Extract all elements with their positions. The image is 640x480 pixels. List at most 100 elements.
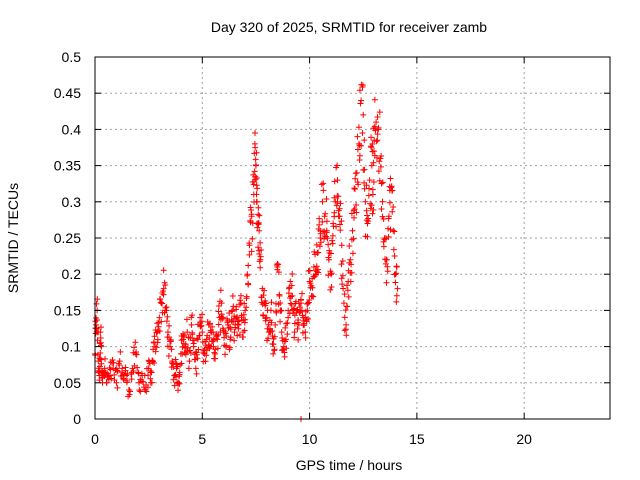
data-point — [252, 176, 259, 183]
data-point — [383, 279, 390, 286]
data-point — [240, 311, 247, 318]
data-point — [282, 336, 289, 343]
data-point — [148, 369, 155, 376]
data-point — [385, 225, 392, 232]
data-point — [210, 329, 217, 336]
x-tick-label: 15 — [409, 431, 425, 447]
x-tick-label: 10 — [302, 431, 318, 447]
data-point — [385, 233, 392, 240]
data-point — [302, 308, 309, 315]
data-point — [278, 307, 285, 314]
data-point — [231, 337, 238, 344]
data-point — [228, 308, 235, 315]
data-point — [271, 333, 278, 340]
data-point — [103, 379, 110, 386]
data-point — [157, 296, 164, 303]
data-point — [186, 358, 193, 365]
data-point — [178, 360, 185, 367]
data-point — [386, 199, 393, 206]
data-point — [284, 320, 291, 327]
data-point — [176, 369, 183, 376]
data-point — [241, 300, 248, 307]
data-point — [288, 282, 295, 289]
data-point — [339, 258, 346, 265]
data-point — [107, 366, 114, 373]
data-point — [252, 144, 259, 151]
data-point — [170, 376, 177, 383]
data-point — [295, 336, 302, 343]
data-point — [257, 239, 264, 246]
data-point — [356, 87, 363, 94]
data-point — [265, 335, 272, 342]
data-point — [96, 372, 103, 379]
data-point — [291, 334, 298, 341]
data-point — [151, 359, 158, 366]
data-point — [289, 270, 296, 277]
data-point — [340, 285, 347, 292]
data-point — [285, 314, 292, 321]
data-point — [333, 223, 340, 230]
data-point — [284, 331, 291, 338]
x-tick-labels: 0 5 10 15 20 — [91, 431, 532, 447]
data-point — [109, 357, 116, 364]
data-point — [181, 332, 188, 339]
data-point — [254, 198, 261, 205]
data-point — [258, 246, 265, 253]
data-point — [304, 300, 311, 307]
data-point — [324, 235, 331, 242]
data-point — [248, 248, 255, 255]
data-point — [323, 218, 330, 225]
data-point — [338, 242, 345, 249]
data-point — [276, 292, 283, 299]
data-point — [262, 300, 269, 307]
data-point — [249, 235, 256, 242]
data-point — [348, 269, 355, 276]
data-point — [124, 377, 131, 384]
data-point — [232, 324, 239, 331]
data-point — [343, 332, 350, 339]
data-point — [157, 299, 164, 306]
data-point — [256, 227, 263, 234]
data-point — [309, 284, 316, 291]
data-point — [160, 267, 167, 274]
data-point — [190, 343, 197, 350]
data-point — [195, 346, 202, 353]
data-point — [374, 113, 381, 120]
data-point — [275, 301, 282, 308]
data-point — [269, 328, 276, 335]
data-point — [213, 333, 220, 340]
data-point — [334, 162, 341, 169]
data-point — [377, 163, 384, 170]
data-point — [387, 226, 394, 233]
data-point — [214, 336, 221, 343]
data-point — [237, 292, 244, 299]
data-point — [370, 159, 377, 166]
data-point — [335, 193, 342, 200]
data-point — [222, 351, 229, 358]
data-point — [241, 327, 248, 334]
data-point — [136, 387, 143, 394]
data-point — [133, 351, 140, 358]
data-point — [251, 168, 258, 175]
data-point — [277, 300, 284, 307]
data-point — [343, 321, 350, 328]
data-point — [154, 329, 161, 336]
data-point — [289, 292, 296, 299]
data-point — [378, 180, 385, 187]
data-point — [270, 350, 277, 357]
data-point — [298, 307, 305, 314]
data-point — [329, 240, 336, 247]
data-point — [323, 227, 330, 234]
data-point — [380, 216, 387, 223]
data-point — [368, 144, 375, 151]
data-point — [363, 182, 370, 189]
data-point — [329, 237, 336, 244]
data-point — [234, 318, 241, 325]
data-point — [378, 153, 385, 160]
data-point — [246, 251, 253, 258]
data-point — [325, 256, 332, 263]
data-point — [320, 180, 327, 187]
data-point — [166, 322, 173, 329]
data-point — [227, 326, 234, 333]
